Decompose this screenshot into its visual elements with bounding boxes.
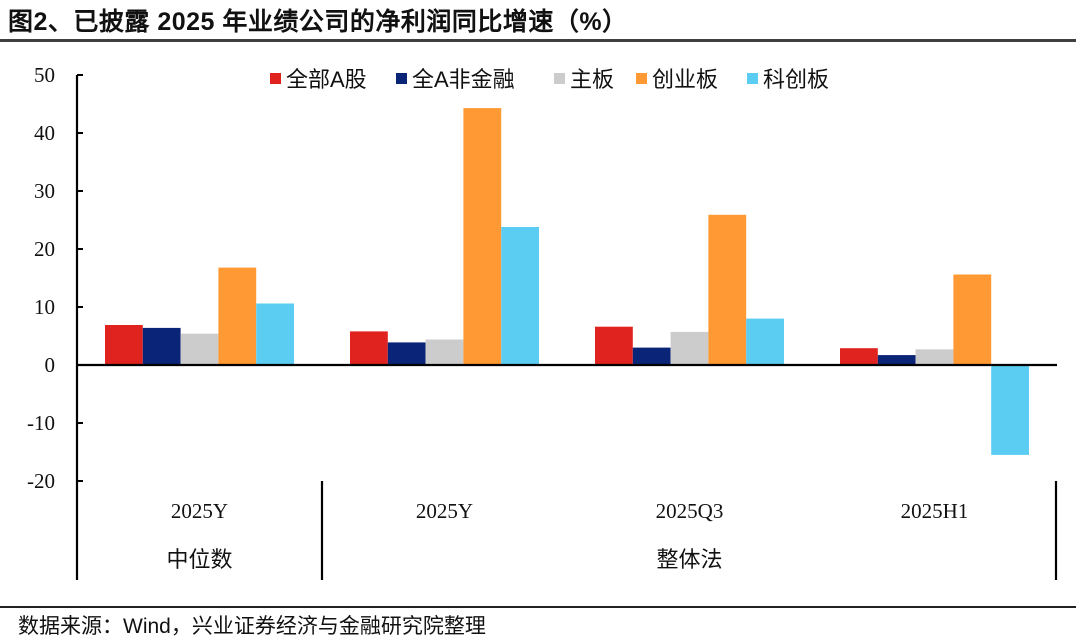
y-tick-label: 0 [45, 353, 56, 377]
x-category-label: 2025Q3 [656, 499, 724, 523]
y-tick-label: 10 [34, 295, 55, 319]
legend-swatch [554, 73, 565, 84]
legend-label: 主板 [570, 67, 614, 92]
bar [991, 365, 1029, 455]
bar [256, 303, 294, 365]
legend-swatch [636, 73, 647, 84]
bar [953, 274, 992, 365]
y-tick-label: -10 [27, 411, 55, 435]
bar [915, 349, 954, 365]
x-category-label: 2025Y [416, 499, 473, 523]
bar [670, 331, 709, 365]
bar [632, 347, 671, 365]
legend-swatch [747, 73, 758, 84]
axes-layer: 50 40 30 20 10 0 -10 -20 2025Y 2025Y 2025Q3 2025H1 中… [27, 63, 1058, 580]
bar [387, 342, 426, 365]
x-group-label: 中位数 [166, 547, 232, 572]
legend-swatch [396, 73, 407, 84]
bar [463, 108, 502, 365]
legend-item: 全A非金融 [396, 67, 515, 92]
y-tick-label: 40 [34, 121, 55, 145]
bar [425, 339, 464, 365]
bar [105, 325, 143, 365]
x-category-label: 2025H1 [901, 499, 969, 523]
legend-label: 全部A股 [286, 67, 367, 92]
title-divider [0, 39, 1076, 42]
legend-item: 主板 [554, 67, 614, 92]
bars-layer [105, 108, 1029, 455]
bar [877, 355, 916, 365]
source-divider [0, 606, 1076, 608]
source-note: 数据来源：Wind，兴业证券经济与金融研究院整理 [18, 615, 486, 638]
legend-swatch [270, 73, 281, 84]
bar [350, 331, 388, 365]
bar-chart: 50 40 30 20 10 0 -10 -20 2025Y 2025Y 2025Q3 2025H1 中… [27, 63, 1058, 580]
legend-label: 科创板 [763, 67, 829, 92]
bar [142, 327, 181, 365]
y-tick-label: 30 [34, 179, 55, 203]
legend-label: 全A非金融 [412, 67, 515, 92]
legend-item: 全部A股 [270, 67, 367, 92]
bar [595, 326, 633, 365]
x-category-label: 2025Y [171, 499, 228, 523]
legend-item: 科创板 [747, 67, 829, 92]
legend: 全部A股 全A非金融 主板 创业板 科创板 [270, 67, 829, 92]
bar [746, 318, 784, 365]
bar [708, 214, 747, 365]
y-tick-label: 50 [34, 63, 55, 87]
bar [218, 267, 257, 365]
x-group-label: 整体法 [656, 547, 722, 572]
legend-item: 创业板 [636, 67, 718, 92]
y-tick-label: 20 [34, 237, 55, 261]
legend-label: 创业板 [652, 67, 718, 92]
y-tick-label: -20 [27, 469, 55, 493]
chart-title: 图2、已披露 2025 年业绩公司的净利润同比增速（%） [8, 8, 628, 36]
bar [501, 227, 539, 365]
bar [180, 333, 219, 365]
bar [840, 348, 878, 365]
